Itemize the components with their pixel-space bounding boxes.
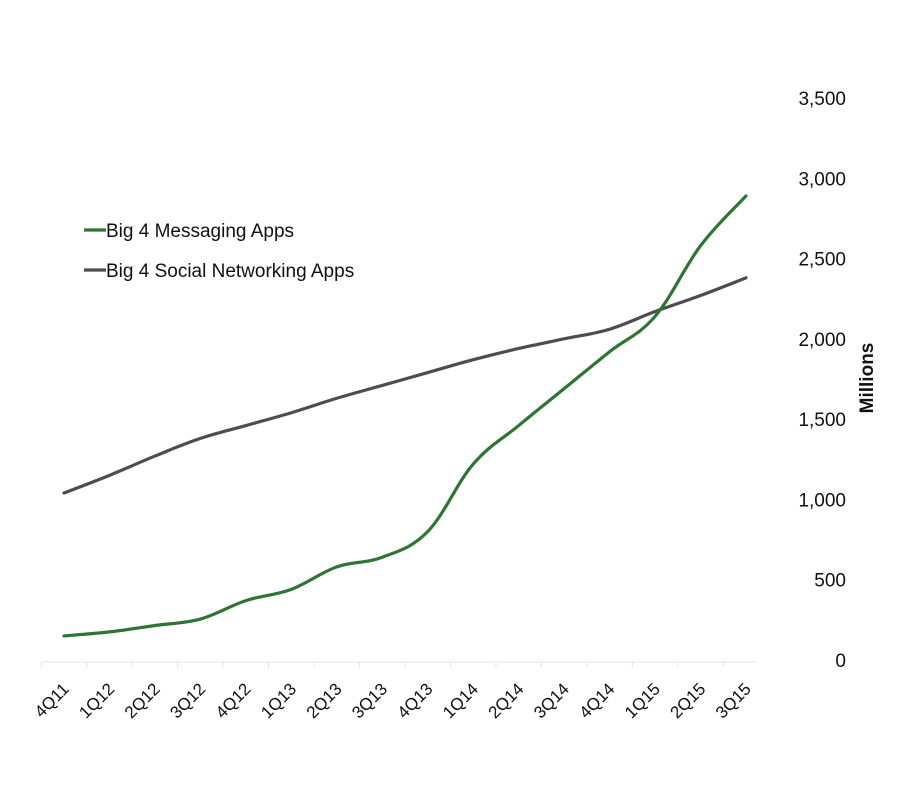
legend-label-messaging: Big 4 Messaging Apps bbox=[106, 221, 294, 242]
x-tick-label: 4Q13 bbox=[394, 679, 437, 722]
y-tick-label: 1,000 bbox=[798, 490, 846, 511]
y-tick-label: 0 bbox=[835, 651, 846, 672]
x-tick-label: 1Q12 bbox=[75, 679, 118, 722]
series-lines bbox=[62, 194, 748, 638]
x-tick-label: 2Q12 bbox=[121, 679, 164, 722]
x-tick-label: 1Q14 bbox=[439, 679, 482, 722]
x-tick-label: 3Q13 bbox=[348, 679, 391, 722]
x-tick-label: 2Q14 bbox=[485, 679, 528, 722]
y-tick-label: 3,500 bbox=[798, 89, 846, 110]
y-tick-label: 500 bbox=[814, 571, 846, 592]
x-tick-label: 4Q14 bbox=[576, 679, 619, 722]
x-axis: 4Q11 1Q12 2Q12 3Q12 4Q12 1Q13 2Q13 3Q13 4Q13 1Q14… bbox=[31, 661, 756, 722]
x-tick-label: 3Q12 bbox=[166, 679, 209, 722]
x-tick-label: 4Q11 bbox=[31, 679, 73, 721]
legend: Big 4 Messaging Apps Big 4 Social Network… bbox=[84, 221, 354, 282]
y-tick-label: 1,500 bbox=[798, 410, 846, 431]
y-axis: 0 500 1,000 1,500 2,000 2,500 3,000 3,500 bbox=[798, 89, 846, 672]
y-tick-label: 2,500 bbox=[798, 250, 846, 271]
x-tick-label: 3Q14 bbox=[530, 679, 573, 722]
x-tick-label: 2Q13 bbox=[303, 679, 346, 722]
x-tick-label: 2Q15 bbox=[667, 679, 710, 722]
social-networking-apps-line bbox=[62, 276, 748, 495]
messaging-apps-line bbox=[62, 194, 748, 638]
x-tick-label: 1Q15 bbox=[621, 679, 664, 722]
x-tick-label: 3Q15 bbox=[712, 679, 755, 722]
y-axis-title: Millions bbox=[857, 343, 878, 414]
y-tick-label: 3,000 bbox=[798, 169, 846, 190]
y-tick-label: 2,000 bbox=[798, 330, 846, 351]
x-tick-label: 4Q12 bbox=[212, 679, 255, 722]
x-tick-label: 1Q13 bbox=[257, 679, 300, 722]
legend-label-social: Big 4 Social Networking Apps bbox=[106, 261, 354, 282]
